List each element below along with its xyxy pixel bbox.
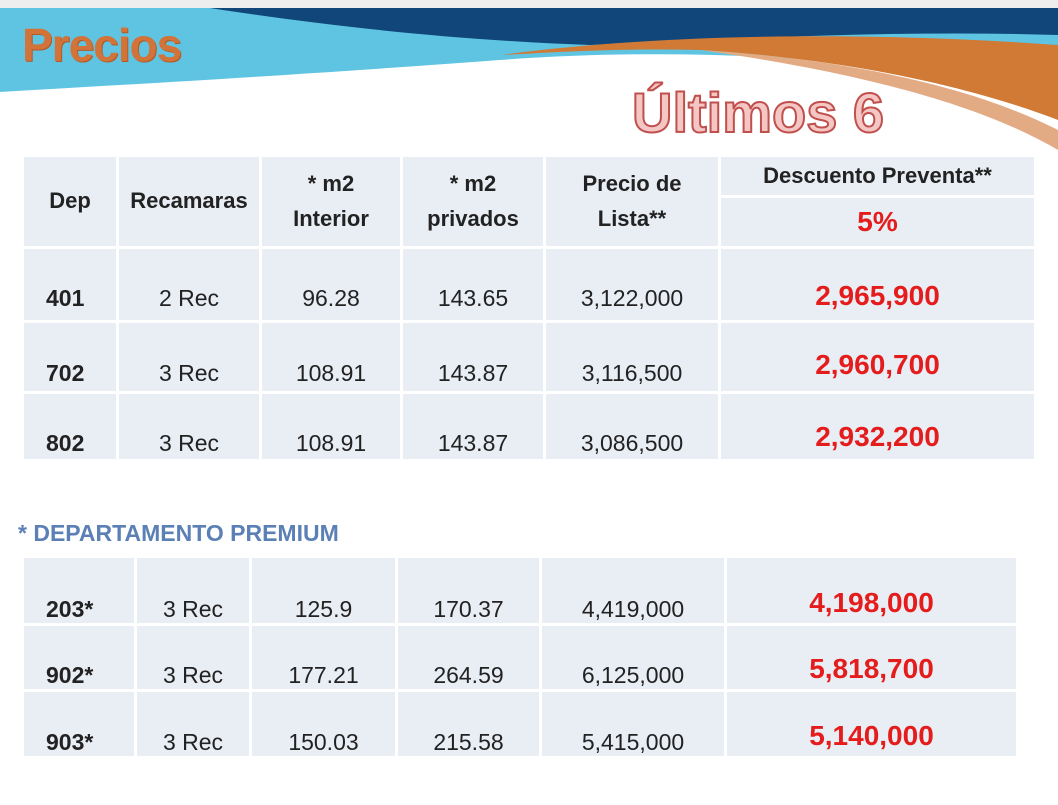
slide-title: Precios bbox=[22, 19, 182, 71]
header-m2-privados: * m2 privados bbox=[403, 157, 543, 246]
cell-descuento: 5,818,700 bbox=[727, 626, 1016, 689]
cell-interior: 125.9 bbox=[252, 558, 395, 623]
cell-precio: 3,122,000 bbox=[546, 249, 718, 320]
header-descuento: Descuento Preventa** bbox=[721, 157, 1034, 195]
premium-label: * DEPARTAMENTO PREMIUM bbox=[18, 520, 339, 546]
header-m2-interior: * m2 Interior bbox=[262, 157, 400, 246]
header-dep: Dep bbox=[24, 157, 116, 246]
cell-rec: 3 Rec bbox=[137, 626, 249, 689]
cell-dep: 702 bbox=[24, 323, 116, 391]
cell-interior: 177.21 bbox=[252, 626, 395, 689]
table-row: 203* 3 Rec 125.9 170.37 4,419,000 4,198,… bbox=[24, 558, 1016, 623]
cell-privados: 170.37 bbox=[398, 558, 539, 623]
table-row: 902* 3 Rec 177.21 264.59 6,125,000 5,818… bbox=[24, 626, 1016, 689]
cell-interior: 108.91 bbox=[262, 323, 400, 391]
cell-dep: 902* bbox=[24, 626, 134, 689]
cell-interior: 96.28 bbox=[262, 249, 400, 320]
cell-precio: 5,415,000 bbox=[542, 692, 724, 756]
header-descuento-pct: 5% bbox=[721, 198, 1034, 246]
header-banner bbox=[0, 0, 1058, 150]
cell-privados: 143.87 bbox=[403, 394, 543, 459]
cell-interior: 150.03 bbox=[252, 692, 395, 756]
cell-descuento: 2,960,700 bbox=[721, 323, 1034, 391]
cell-descuento: 2,965,900 bbox=[721, 249, 1034, 320]
cell-precio: 6,125,000 bbox=[542, 626, 724, 689]
table-row: 903* 3 Rec 150.03 215.58 5,415,000 5,140… bbox=[24, 692, 1016, 756]
cell-dep: 401 bbox=[24, 249, 116, 320]
cell-interior: 108.91 bbox=[262, 394, 400, 459]
table-row: 802 3 Rec 108.91 143.87 3,086,500 2,932,… bbox=[24, 394, 1034, 459]
cell-precio: 3,116,500 bbox=[546, 323, 718, 391]
cell-privados: 143.65 bbox=[403, 249, 543, 320]
cell-rec: 3 Rec bbox=[137, 558, 249, 623]
cell-rec: 3 Rec bbox=[119, 323, 259, 391]
table-row: 401 2 Rec 96.28 143.65 3,122,000 2,965,9… bbox=[24, 249, 1034, 320]
prices-table: Dep Recamaras * m2 Interior * m2 privado… bbox=[21, 154, 1037, 462]
table-row: 702 3 Rec 108.91 143.87 3,116,500 2,960,… bbox=[24, 323, 1034, 391]
header-recamaras: Recamaras bbox=[119, 157, 259, 246]
cell-dep: 203* bbox=[24, 558, 134, 623]
cell-dep: 802 bbox=[24, 394, 116, 459]
cell-rec: 2 Rec bbox=[119, 249, 259, 320]
cell-privados: 215.58 bbox=[398, 692, 539, 756]
header-precio: Precio de Lista** bbox=[546, 157, 718, 246]
cell-descuento: 2,932,200 bbox=[721, 394, 1034, 459]
cell-privados: 143.87 bbox=[403, 323, 543, 391]
cell-descuento: 4,198,000 bbox=[727, 558, 1016, 623]
cell-precio: 4,419,000 bbox=[542, 558, 724, 623]
slide-subtitle: Últimos 6 bbox=[631, 80, 885, 145]
cell-precio: 3,086,500 bbox=[546, 394, 718, 459]
cell-privados: 264.59 bbox=[398, 626, 539, 689]
cell-rec: 3 Rec bbox=[119, 394, 259, 459]
cell-rec: 3 Rec bbox=[137, 692, 249, 756]
cell-descuento: 5,140,000 bbox=[727, 692, 1016, 756]
cell-dep: 903* bbox=[24, 692, 134, 756]
premium-table: 203* 3 Rec 125.9 170.37 4,419,000 4,198,… bbox=[21, 555, 1019, 759]
